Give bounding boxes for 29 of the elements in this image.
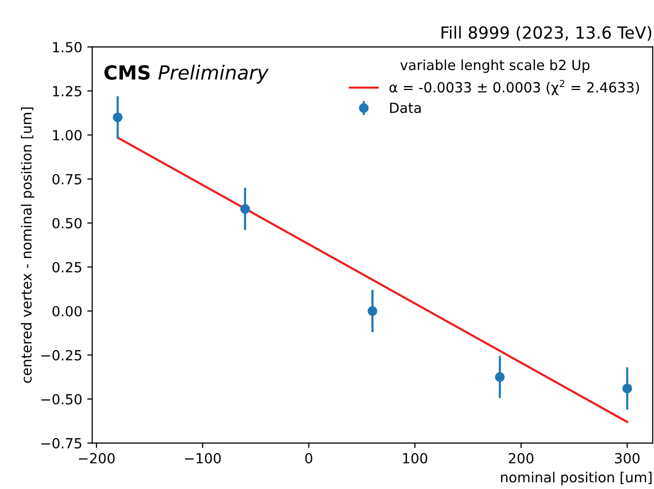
y-tick-label: 1.00	[53, 130, 82, 140]
x-tick-label: 100	[403, 453, 428, 464]
y-axis-title: centered vertex - nominal position [um]	[20, 108, 34, 383]
point	[240, 204, 250, 214]
point	[112, 112, 123, 122]
y-tick-label: 0.50	[52, 218, 82, 228]
x-axis-title: nominal position [um]	[501, 472, 652, 486]
y-tick-label: 1.25	[53, 86, 82, 96]
y-tick-label: −0.25	[41, 350, 82, 360]
y-tick-label: −0.50	[41, 394, 82, 404]
annotation: CMS	[104, 65, 150, 80]
legend-label: α = -0.0033 ± 0.0003 (χ$^{2}$ = 2.4633)	[390, 80, 639, 96]
y-tick-label: −0.75	[41, 438, 82, 449]
y-tick-label: 0.25	[52, 262, 82, 272]
legend-label: Data	[390, 102, 421, 114]
y-tick-label: 0.00	[52, 306, 82, 316]
point	[622, 384, 632, 394]
point	[368, 306, 378, 316]
legend-title: variable lenght scale b2 Up	[400, 59, 590, 73]
x-tick-label: −100	[185, 453, 221, 464]
annotation: Preliminary	[158, 64, 269, 84]
point	[494, 372, 505, 382]
chart-title: Fill 8999 (2023, 13.6 TeV)	[442, 26, 652, 41]
y-tick-label: 1.50	[53, 42, 82, 52]
x-tick-label: −200	[78, 453, 115, 464]
x-tick-label: 300	[615, 453, 640, 464]
x-tick-label: 0	[305, 453, 312, 464]
y-tick-label: 0.75	[52, 174, 82, 184]
x-tick-label: 200	[508, 453, 534, 464]
